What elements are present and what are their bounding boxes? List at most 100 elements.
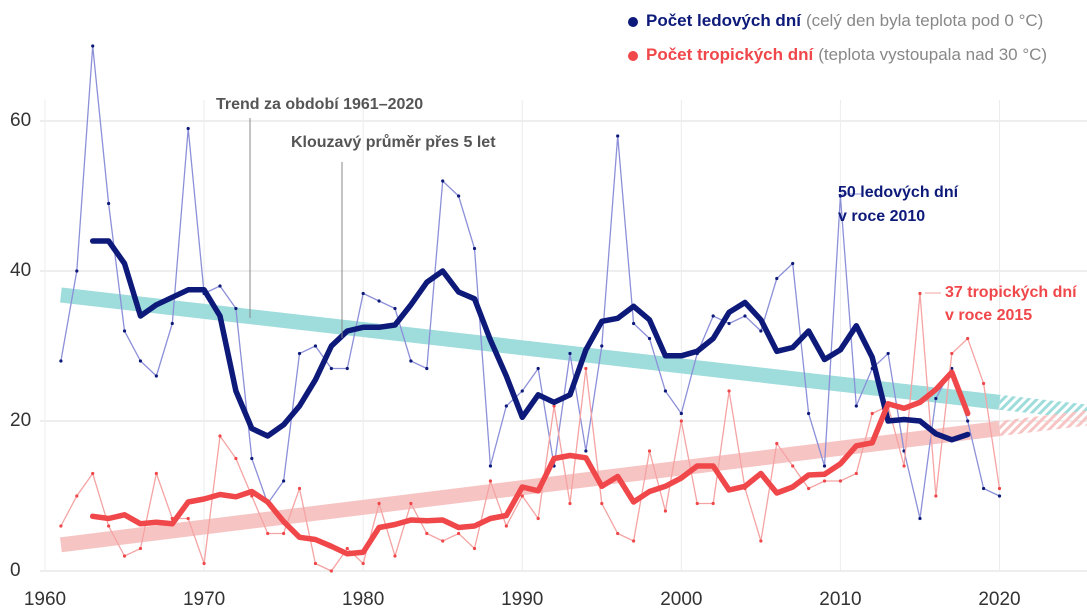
annual-point	[695, 501, 699, 506]
annual-point	[854, 404, 858, 408]
annual-point	[91, 471, 95, 476]
x-tick-label: 1980	[342, 589, 384, 610]
annual-point	[918, 291, 922, 296]
annual-point	[250, 456, 254, 461]
annotation: v roce 2015	[945, 307, 1032, 324]
annotation: Trend za období 1961–2020	[216, 96, 423, 113]
annual-point	[934, 494, 938, 498]
annual-point	[584, 449, 588, 453]
annual-point	[647, 449, 652, 453]
annual-point	[647, 336, 652, 341]
x-tick-label: 1990	[501, 589, 543, 610]
annual-point	[329, 569, 333, 573]
annual-point	[329, 366, 333, 371]
annual-point	[218, 434, 222, 438]
y-tick-label: 60	[10, 110, 31, 131]
annual-point	[282, 531, 286, 536]
annual-point	[504, 404, 508, 408]
annual-point	[186, 516, 190, 521]
legend-text: Počet ledových dní (celý den byla teplota…	[646, 11, 1043, 30]
annual-point	[536, 366, 540, 371]
y-tick-label: 0	[10, 560, 21, 581]
annual-point	[393, 554, 397, 558]
legend-marker	[628, 17, 638, 27]
annual-point	[425, 531, 429, 536]
annual-point	[122, 329, 127, 333]
annual-point	[138, 546, 143, 551]
annual-point	[854, 471, 858, 476]
annual-point	[282, 479, 286, 483]
annual-point	[552, 404, 556, 408]
annual-point	[966, 419, 970, 423]
annual-point	[950, 366, 954, 371]
annual-point	[870, 411, 874, 416]
annotation: v roce 2010	[838, 208, 925, 225]
annual-point	[520, 389, 524, 393]
annual-point	[981, 486, 986, 491]
annual-point	[950, 351, 954, 356]
annual-point	[679, 419, 683, 423]
annual-point	[679, 411, 683, 416]
annual-point	[266, 531, 270, 536]
annual-point	[154, 374, 158, 378]
annual-point	[409, 501, 413, 506]
annual-point	[170, 321, 174, 326]
annual-point	[313, 344, 318, 348]
annual-point	[138, 359, 143, 363]
annual-point	[488, 479, 493, 483]
annual-point	[886, 351, 890, 356]
annual-point	[600, 344, 604, 348]
annual-point	[632, 321, 636, 326]
annotation: Klouzavý průměr přes 5 let	[291, 134, 496, 151]
x-tick-label: 2020	[978, 589, 1020, 610]
annual-point	[711, 314, 715, 318]
annual-point	[59, 359, 63, 363]
annual-point	[488, 464, 493, 468]
annual-point	[59, 524, 63, 528]
annual-point	[520, 494, 524, 498]
annual-point	[743, 314, 747, 318]
annotation: 37 tropických dní	[945, 284, 1077, 301]
annual-point	[584, 366, 588, 371]
annotation: 50 ledových dní	[838, 184, 959, 201]
annual-point	[409, 359, 413, 363]
annual-point	[536, 516, 540, 521]
annual-point	[568, 351, 572, 356]
annual-point	[807, 411, 811, 416]
annual-point	[425, 366, 429, 371]
annual-point	[966, 336, 970, 341]
annual-line	[60, 293, 1001, 572]
annual-point	[218, 284, 222, 288]
annual-point	[918, 516, 922, 521]
annual-point	[791, 261, 795, 266]
x-tick-label: 2010	[819, 589, 861, 610]
annual-point	[838, 479, 843, 483]
annual-point	[441, 539, 445, 543]
annual-point	[75, 494, 79, 498]
annual-point	[234, 456, 238, 461]
legend-name: Počet tropických dní	[646, 45, 814, 64]
annual-point	[457, 194, 461, 198]
trend-line	[60, 287, 1001, 410]
annual-point	[568, 501, 572, 506]
annual-point	[202, 561, 206, 566]
annual-point	[472, 246, 477, 251]
trend-extension	[998, 410, 1087, 436]
annual-point	[663, 389, 668, 393]
annual-point	[107, 524, 111, 528]
annual-point	[361, 291, 365, 296]
trend-extension	[998, 394, 1087, 420]
annual-point	[313, 561, 318, 566]
moving-average-line	[89, 369, 971, 557]
annual-point	[902, 464, 906, 468]
x-tick-label: 2000	[660, 589, 702, 610]
annual-point	[838, 194, 843, 198]
annual-point	[822, 479, 827, 483]
annual-point	[377, 299, 381, 303]
annual-point	[297, 486, 302, 491]
annual-point	[107, 201, 111, 206]
annual-point	[759, 539, 763, 543]
x-tick-label: 1970	[183, 589, 225, 610]
annual-point	[775, 276, 779, 281]
annual-point	[186, 126, 190, 131]
